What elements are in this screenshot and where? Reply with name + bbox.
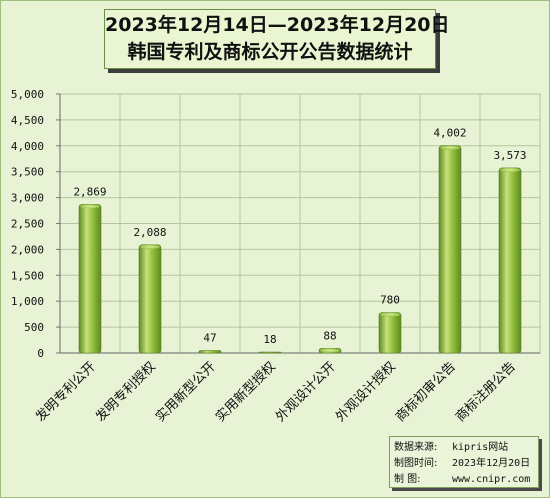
y-tick-label: 3,500: [11, 166, 44, 179]
source-value: kipris网站: [452, 442, 509, 453]
y-tick-label: 2,000: [11, 243, 44, 256]
x-tick-label: 外观设计授权: [332, 359, 398, 425]
bar-top: [80, 204, 100, 209]
source-row: 数据来源: kipris网站: [394, 440, 538, 456]
date-label: 制图时间:: [394, 458, 438, 469]
bar-top: [140, 244, 160, 249]
bar-top: [500, 167, 520, 172]
y-tick-label: 4,500: [11, 114, 44, 127]
data-label: 18: [263, 333, 276, 346]
bar-top: [380, 312, 400, 317]
bar: [258, 351, 282, 354]
bar: [78, 204, 102, 354]
chart-title-line1: 2023年12月14日—2023年12月20日: [105, 14, 450, 36]
y-tick-label: 3,000: [11, 192, 44, 205]
author-row: 制 图: www.cnipr.com: [394, 472, 538, 488]
source-label: 数据来源:: [394, 442, 438, 453]
data-label: 88: [323, 329, 336, 342]
date-value: 2023年12月20日: [452, 458, 531, 469]
bar-top: [440, 145, 460, 150]
x-tick-label: 实用新型公开: [152, 359, 218, 425]
source-box: 数据来源: kipris网站 制图时间: 2023年12月20日 制 图: ww…: [389, 436, 539, 488]
data-label: 4,002: [433, 127, 466, 140]
date-row: 制图时间: 2023年12月20日: [394, 456, 538, 472]
y-tick-label: 4,000: [11, 140, 44, 153]
bar: [438, 145, 462, 354]
chart-title-box: 2023年12月14日—2023年12月20日 韩国专利及商标公开公告数据统计: [104, 9, 450, 69]
x-tick-label: 外观设计公开: [273, 359, 339, 425]
chart-title-line2: 韩国专利及商标公开公告数据统计: [127, 41, 413, 63]
bar: [138, 244, 162, 354]
y-tick-label: 1,000: [11, 295, 44, 308]
author-label: 制 图:: [394, 474, 421, 485]
x-tick-label: 发明专利授权: [92, 359, 158, 425]
data-label: 2,869: [73, 185, 106, 198]
x-tick-label: 商标初审公告: [393, 359, 459, 425]
y-tick-label: 2,500: [11, 218, 44, 231]
y-tick-label: 1,500: [11, 269, 44, 282]
data-label: 47: [203, 332, 216, 345]
y-tick-label: 5,000: [11, 88, 44, 101]
bar: [198, 350, 222, 354]
data-label: 3,573: [493, 149, 526, 162]
author-value: www.cnipr.com: [452, 474, 531, 485]
bar: [498, 167, 522, 354]
y-tick-label: 500: [24, 321, 44, 334]
x-tick-label: 发明专利公开: [32, 359, 98, 425]
y-tick-label: 0: [37, 347, 44, 360]
data-label: 780: [380, 294, 400, 307]
x-tick-label: 商标注册公告: [453, 359, 519, 425]
data-label: 2,088: [133, 226, 166, 239]
x-tick-label: 实用新型授权: [212, 359, 278, 425]
bar: [378, 312, 402, 354]
bar-top: [320, 348, 340, 353]
